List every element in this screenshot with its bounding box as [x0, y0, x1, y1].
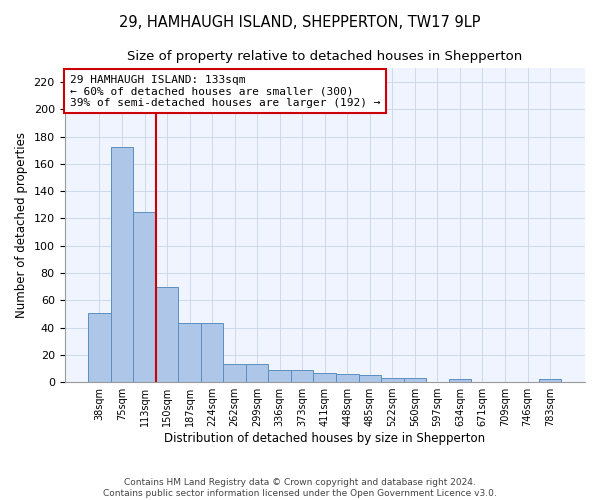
Bar [539, 380, 562, 382]
Bar [313, 372, 336, 382]
Title: Size of property relative to detached houses in Shepperton: Size of property relative to detached ho… [127, 50, 523, 63]
Bar [201, 324, 223, 382]
Text: 29, HAMHAUGH ISLAND, SHEPPERTON, TW17 9LP: 29, HAMHAUGH ISLAND, SHEPPERTON, TW17 9L… [119, 15, 481, 30]
Bar [133, 212, 156, 382]
Bar [178, 324, 201, 382]
Bar [359, 376, 381, 382]
Bar [111, 148, 133, 382]
Text: 29 HAMHAUGH ISLAND: 133sqm
← 60% of detached houses are smaller (300)
39% of sem: 29 HAMHAUGH ISLAND: 133sqm ← 60% of deta… [70, 74, 380, 108]
Bar [246, 364, 268, 382]
Bar [268, 370, 291, 382]
Bar [336, 374, 359, 382]
Bar [223, 364, 246, 382]
Bar [404, 378, 426, 382]
Y-axis label: Number of detached properties: Number of detached properties [15, 132, 28, 318]
Bar [88, 312, 111, 382]
Bar [156, 286, 178, 382]
Bar [381, 378, 404, 382]
Bar [291, 370, 313, 382]
X-axis label: Distribution of detached houses by size in Shepperton: Distribution of detached houses by size … [164, 432, 485, 445]
Bar [449, 380, 471, 382]
Text: Contains HM Land Registry data © Crown copyright and database right 2024.
Contai: Contains HM Land Registry data © Crown c… [103, 478, 497, 498]
